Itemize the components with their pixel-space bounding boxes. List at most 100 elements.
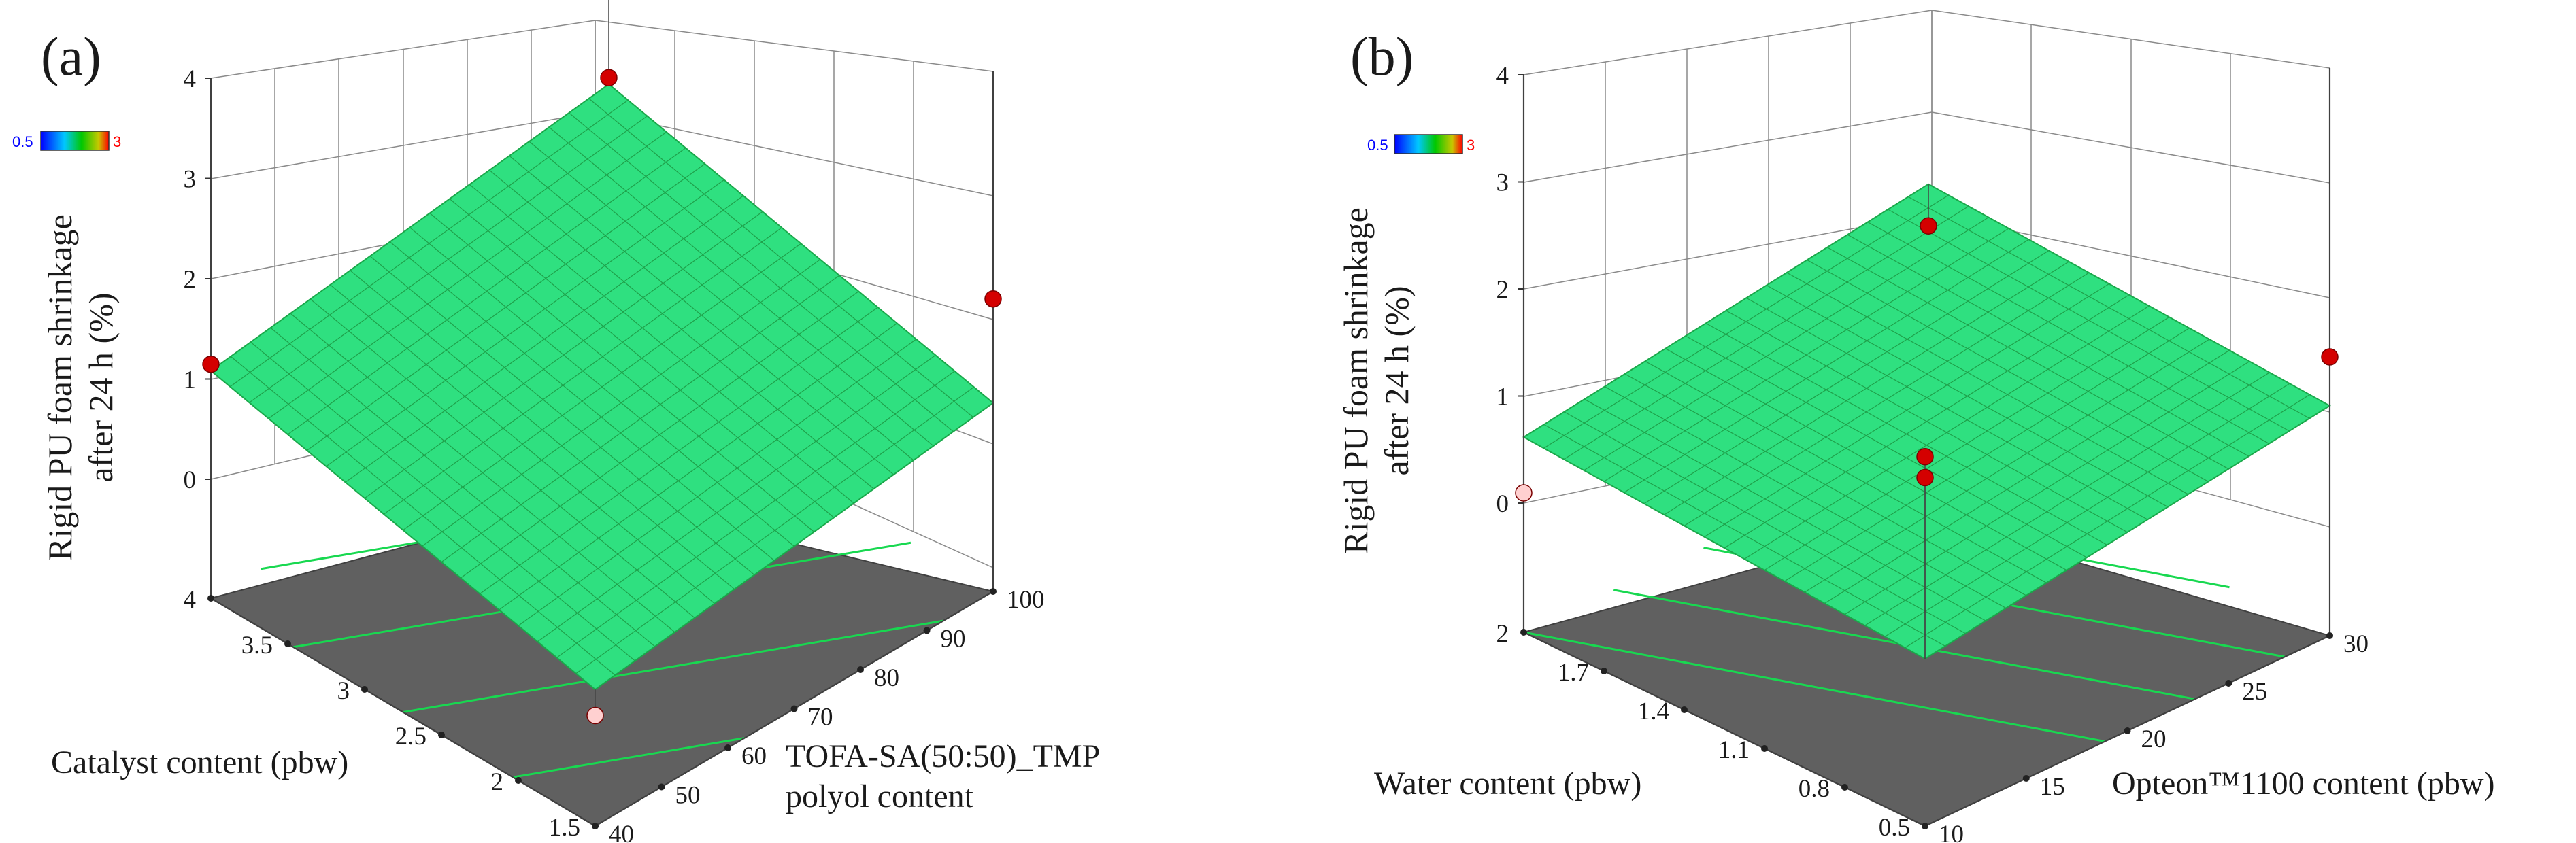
- y-tick-label: 1.1: [1718, 736, 1750, 764]
- y-tick-mark: [361, 686, 368, 693]
- x-axis-title-b: Opteon™1100 content (pbw): [2112, 765, 2494, 802]
- z-tick-label: 0: [184, 466, 197, 494]
- design-point-above: [1920, 217, 1937, 235]
- y-tick-label: 2: [1496, 620, 1509, 648]
- x-tick-mark: [2124, 727, 2131, 734]
- x-tick-mark: [592, 823, 599, 829]
- design-point-above: [202, 356, 220, 373]
- surface-mesh-line: [326, 179, 724, 467]
- surface-mesh-line: [306, 163, 705, 451]
- surface-mesh-line: [469, 184, 854, 504]
- contour-line: [1523, 631, 2105, 743]
- z-tick-label: 4: [1496, 62, 1509, 90]
- surface-mesh-line: [569, 112, 954, 432]
- z-tick-label: 1: [184, 366, 197, 394]
- y-tick-mark: [1520, 629, 1527, 636]
- y-axis-a: [210, 598, 596, 827]
- y-axis-b: [1523, 632, 1926, 827]
- design-point-below: [1515, 484, 1533, 502]
- colorbar-b: 0.5 3: [1367, 134, 1475, 154]
- surface-mesh-line: [1543, 194, 1949, 449]
- design-point-below: [586, 706, 604, 725]
- z-tick-label: 2: [184, 266, 197, 294]
- x-tick-label: 100: [1007, 586, 1045, 614]
- x-tick-label: 10: [1939, 821, 1964, 843]
- panel-label-a: (a): [41, 27, 101, 87]
- surface-mesh-line: [1807, 259, 2209, 482]
- x-tick-label: 25: [2242, 678, 2267, 706]
- colorbar-min-b: 0.5: [1367, 137, 1388, 154]
- surface-mesh-line: [449, 198, 835, 518]
- colorbar-gradient-b: [1394, 134, 1463, 154]
- x-tick-mark: [857, 666, 864, 673]
- surface-mesh-line: [1584, 217, 1989, 471]
- y-tick-label: 1.7: [1558, 659, 1589, 687]
- x-tick-mark: [658, 783, 665, 791]
- x-tick-label: 70: [808, 704, 833, 732]
- surface-mesh-line: [429, 213, 815, 532]
- z-axis-title-b-line1: Rigid PU foam shrinkage: [1337, 207, 1375, 554]
- z-ticks-b: 0 1 2 3 4: [1496, 62, 1524, 518]
- x-tick-mark: [790, 705, 798, 712]
- surface-mesh-line: [548, 126, 934, 447]
- surface-mesh-line: [1766, 285, 2169, 508]
- z-tick-label: 0: [1496, 490, 1509, 518]
- design-point-above: [2321, 348, 2339, 366]
- surface-mesh-line: [509, 155, 894, 475]
- x-ticks-b: 10 15 20 25 30: [1922, 630, 2369, 843]
- contour-line: [512, 737, 745, 778]
- design-point-above: [600, 69, 618, 86]
- surface-mesh-line: [529, 141, 914, 461]
- x-tick-mark: [2022, 775, 2030, 782]
- surface-mesh-line: [1643, 250, 2050, 504]
- surface-mesh-line: [268, 131, 667, 419]
- y-tick-label: 0.8: [1799, 775, 1830, 803]
- z-axis-title-b-line2: after 24 h (%): [1377, 286, 1416, 475]
- surface-mesh-line: [345, 195, 744, 483]
- y-tick-label: 1.4: [1638, 698, 1669, 725]
- surface-mesh-line: [1664, 261, 2069, 515]
- panel-b: (b) 0.5 3: [1337, 10, 2494, 843]
- z-tick-label: 3: [1496, 169, 1509, 197]
- contour-line: [403, 619, 944, 713]
- surface-mesh-line: [1867, 222, 2270, 445]
- surface-mesh-line: [1826, 247, 2229, 470]
- surface-mesh-line: [1786, 272, 2189, 495]
- surface-mesh-line: [1704, 283, 2109, 538]
- surface-grid-b: [1543, 194, 2310, 649]
- x-tick-label: 50: [675, 782, 701, 810]
- x-tick-mark: [1922, 823, 1928, 829]
- x-ticks-a: 40 50 60 70 80 90 100: [592, 586, 1045, 843]
- y-tick-label: 2: [491, 768, 504, 796]
- surface-mesh-line: [249, 116, 648, 403]
- panel-label-b: (b): [1350, 27, 1414, 87]
- surface-mesh-line: [1563, 205, 1969, 460]
- y-tick-label: 3: [337, 677, 350, 705]
- surface-mesh-line: [1888, 209, 2290, 432]
- x-axis-title-a-line1: TOFA-SA(50:50)_TMP: [786, 738, 1100, 774]
- surface-mesh-line: [364, 211, 763, 499]
- x-tick-label: 80: [874, 664, 899, 692]
- design-point-above: [1916, 448, 1934, 466]
- z-axis-title-a-line2: after 24 h (%): [82, 292, 120, 482]
- y-tick-label: 3.5: [241, 632, 273, 659]
- y-tick-mark: [207, 595, 214, 602]
- x-tick-mark: [923, 627, 931, 634]
- colorbar-a: 0.5 3: [12, 131, 121, 151]
- design-points-b: [1515, 184, 2339, 659]
- surface-mesh-line: [1847, 234, 2249, 457]
- y-ticks-b: 0.5 0.8 1.1 1.4 1.7 2: [1496, 620, 1928, 842]
- surface-mesh-line: [403, 243, 801, 531]
- y-axis-title-a: Catalyst content (pbw): [51, 744, 348, 780]
- y-tick-mark: [284, 640, 291, 647]
- design-point-above: [984, 290, 1002, 308]
- x-tick-mark: [2225, 680, 2232, 687]
- surface-mesh-line: [229, 99, 629, 388]
- y-tick-mark: [438, 732, 445, 738]
- z-tick-label: 4: [184, 65, 197, 93]
- surface-mesh-line: [1907, 196, 2310, 419]
- surface-mesh-line: [1603, 228, 2009, 482]
- x-tick-label: 40: [609, 821, 634, 843]
- y-tick-mark: [1601, 668, 1607, 674]
